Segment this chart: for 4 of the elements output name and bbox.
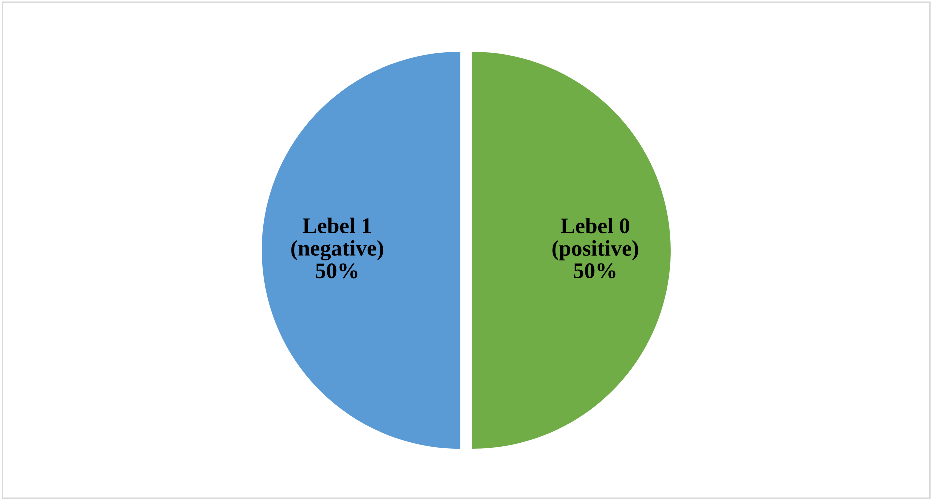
- slice-label: Lebel 0 (positive): [552, 218, 638, 261]
- data-label: 50%: [316, 264, 358, 279]
- slice-label: Lebel 1 (negative): [292, 218, 384, 261]
- data-label: 50%: [574, 264, 616, 279]
